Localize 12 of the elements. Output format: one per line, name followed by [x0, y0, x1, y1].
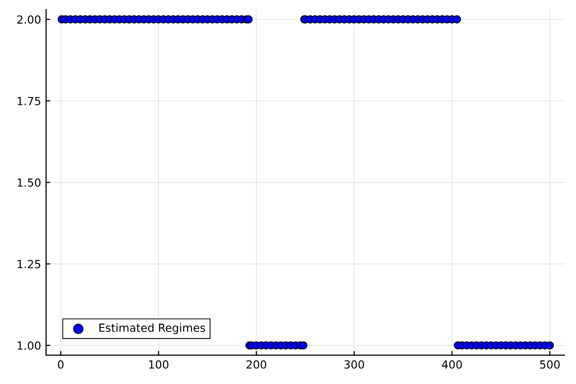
y-tick-label: 2.00: [17, 15, 40, 24]
x-tick-label: 200: [246, 360, 266, 369]
y-tick-label: 1.75: [18, 97, 40, 106]
x-tick-label: 500: [540, 360, 560, 369]
y-tick-label: 1.25: [18, 260, 40, 268]
y-tick-label: 1.50: [18, 178, 40, 187]
legend-label: Estimated Regimes: [99, 323, 206, 334]
x-tick-label: 100: [149, 360, 168, 369]
x-tick-label: 300: [344, 360, 364, 369]
y-tick-label: 1.00: [18, 341, 40, 350]
x-tick-label: 0: [58, 360, 64, 369]
x-tick-label: 400: [442, 360, 462, 369]
